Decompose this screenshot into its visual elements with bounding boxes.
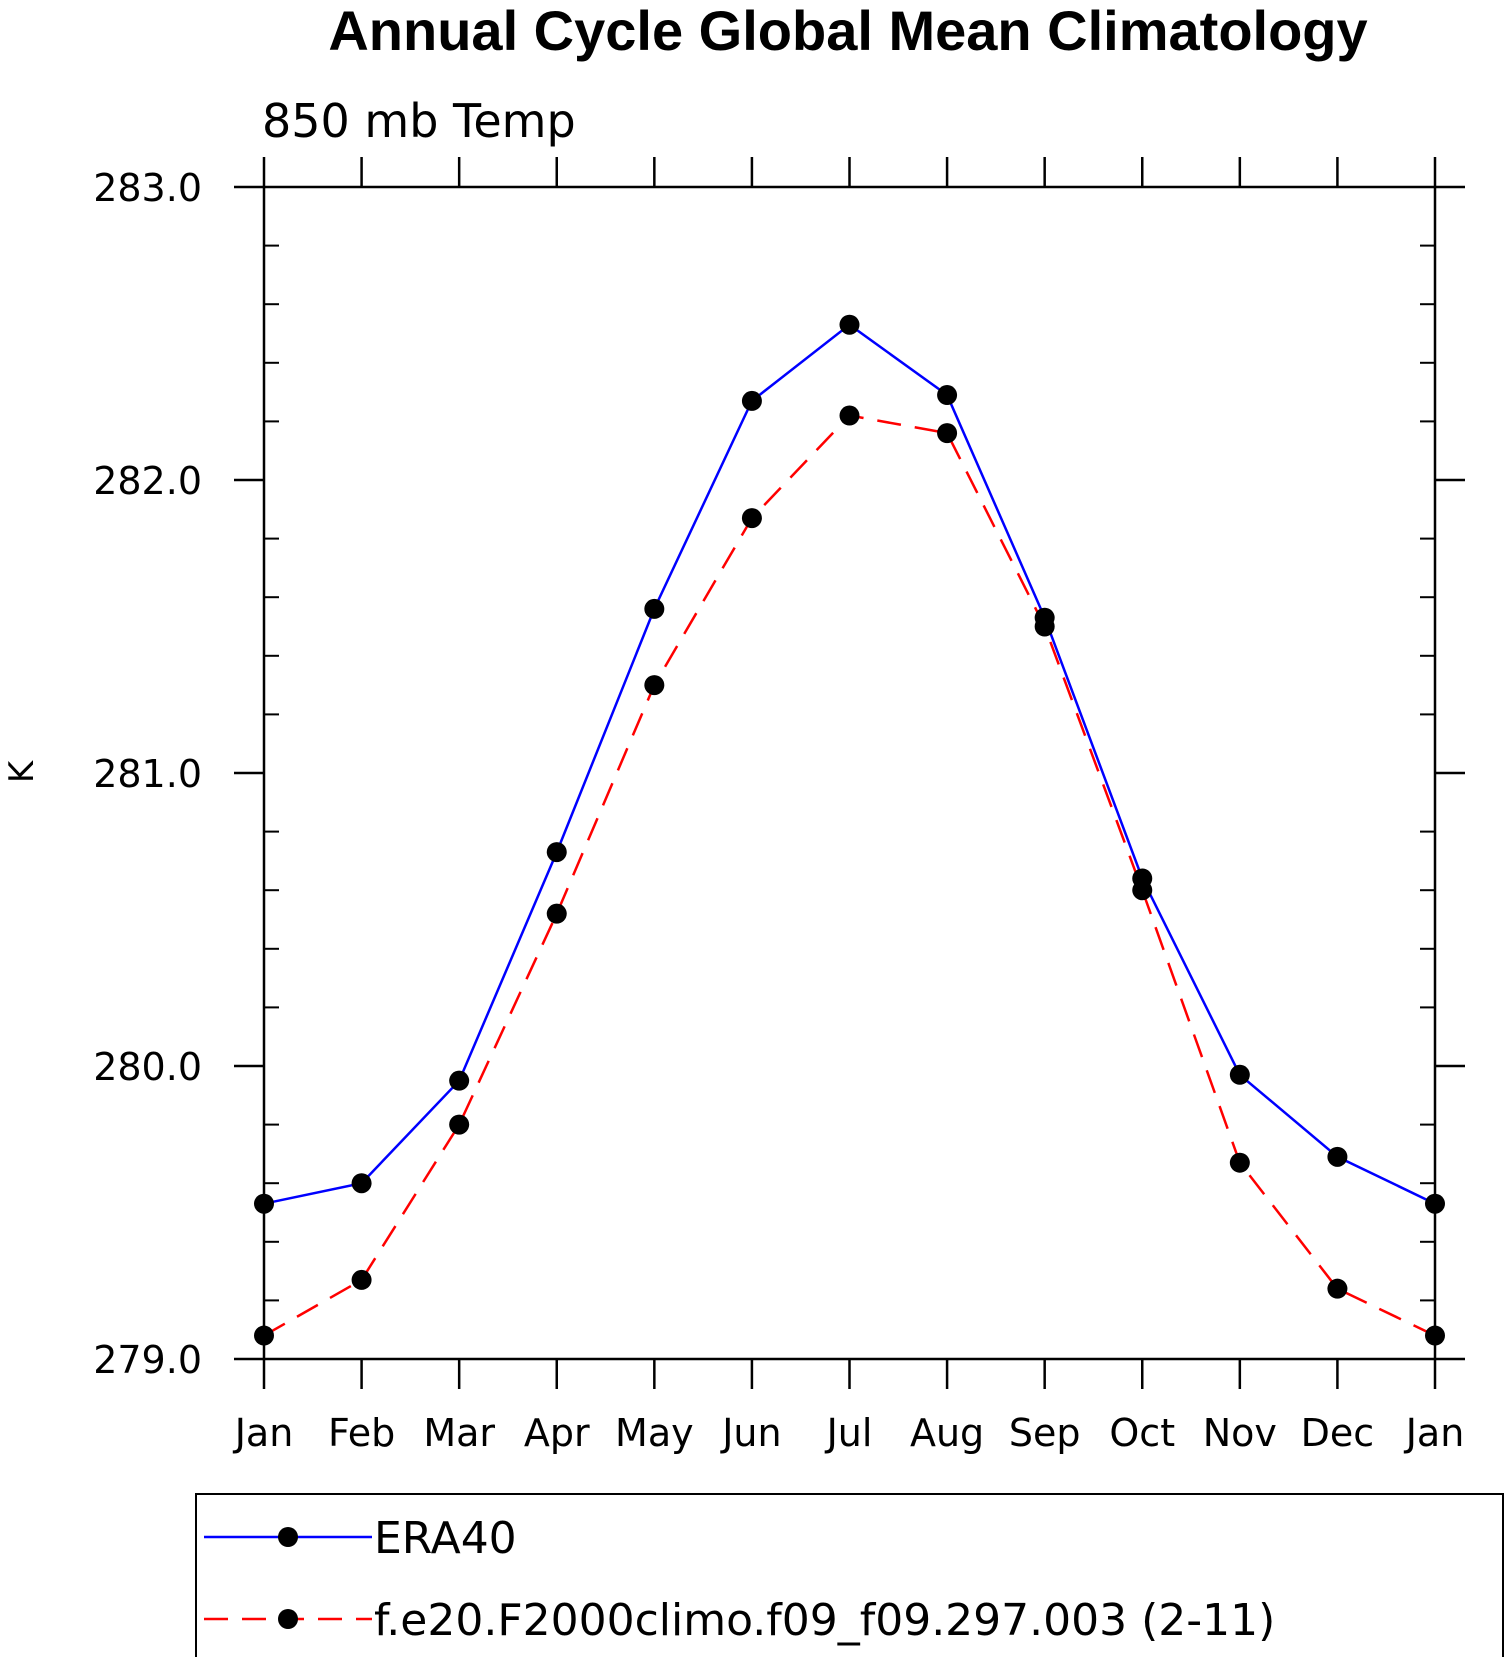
data-point-model	[741, 508, 762, 529]
data-point-era40	[839, 314, 860, 335]
data-point-model	[1425, 1325, 1445, 1346]
x-tick-label: May	[615, 1411, 694, 1455]
data-point-model	[351, 1269, 372, 1290]
x-tick-label: Aug	[910, 1411, 984, 1455]
y-tick-label: 282.0	[93, 459, 202, 503]
data-point-model	[1327, 1278, 1348, 1299]
x-tick-label: Nov	[1203, 1411, 1277, 1455]
chart-subtitle: 850 mb Temp	[262, 94, 576, 148]
y-tick-label: 280.0	[93, 1045, 202, 1089]
x-tick-label: Dec	[1301, 1411, 1375, 1455]
plot-frame	[262, 185, 1437, 1361]
x-tick-label: Jul	[825, 1411, 873, 1455]
series-line-model	[263, 414, 1436, 1337]
data-point-era40	[1425, 1193, 1445, 1214]
data-point-model	[1132, 880, 1153, 901]
data-point-model	[546, 903, 567, 924]
x-tick-label: Jan	[1404, 1411, 1465, 1455]
axes: Jan Feb Mar Apr May Jun Jul Aug Sep Oct Nov Dec Jan 2…	[93, 157, 1465, 1455]
data-point-era40	[254, 1193, 274, 1214]
y-tick-label: 279.0	[93, 1338, 202, 1382]
data-point-era40	[351, 1173, 372, 1194]
legend-box	[195, 1493, 1504, 1657]
legend-marker-era40	[278, 1527, 298, 1547]
y-tick-label: 281.0	[93, 752, 202, 796]
data-point-era40	[644, 598, 665, 619]
x-tick-label: Jan	[233, 1411, 294, 1455]
x-tick-label: Mar	[423, 1411, 495, 1455]
legend-label-model: f.e20.F2000climo.f09_f09.297.003 (2-11)	[374, 1595, 1275, 1646]
legend-marker-model	[278, 1609, 298, 1629]
series-line-era40	[263, 323, 1436, 1205]
series-layer	[254, 314, 1445, 1346]
y-axis-label: K	[2, 759, 42, 783]
data-point-model	[937, 423, 958, 444]
data-point-era40	[546, 842, 567, 863]
data-point-era40	[449, 1070, 470, 1091]
data-point-era40	[937, 385, 958, 406]
x-tick-label: Oct	[1109, 1411, 1175, 1455]
legend-label-era40: ERA40	[374, 1513, 517, 1564]
x-tick-label: Apr	[524, 1411, 590, 1455]
data-point-model	[449, 1114, 470, 1135]
data-point-era40	[1229, 1064, 1250, 1085]
x-tick-label: Sep	[1009, 1411, 1081, 1455]
data-point-model	[1034, 616, 1055, 637]
x-tick-label: Jun	[720, 1411, 781, 1455]
data-point-era40	[1327, 1146, 1348, 1167]
y-tick-label: 283.0	[93, 166, 202, 210]
chart-title: Annual Cycle Global Mean Climatology	[328, 0, 1367, 62]
data-point-model	[644, 675, 665, 696]
data-point-model	[1229, 1152, 1250, 1173]
data-point-model	[839, 405, 860, 426]
x-tick-label: Feb	[328, 1411, 395, 1455]
data-point-era40	[741, 390, 762, 411]
data-point-model	[254, 1325, 274, 1346]
legend: ERA40 f.e20.F2000climo.f09_f09.297.003 (2…	[195, 1493, 1504, 1657]
